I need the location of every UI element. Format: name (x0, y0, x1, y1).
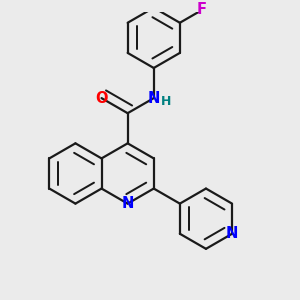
Text: F: F (197, 2, 207, 17)
Text: N: N (148, 91, 160, 106)
Text: O: O (95, 91, 108, 106)
Text: H: H (160, 95, 171, 108)
Text: N: N (122, 196, 134, 211)
Text: N: N (226, 226, 238, 241)
